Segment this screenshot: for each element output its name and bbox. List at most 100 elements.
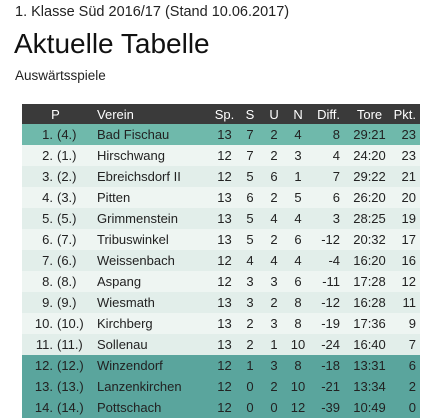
row-position: 4. (42, 190, 53, 205)
row-draw: 4 (270, 253, 278, 268)
header-diff: Diff. (317, 106, 341, 122)
row-won: 7 (246, 148, 254, 163)
row-goals: 10:49 (353, 400, 386, 415)
row-played: 13 (217, 211, 232, 226)
header-position: P (51, 106, 60, 122)
row-goal-diff: -12 (321, 295, 341, 310)
row-played: 12 (217, 358, 232, 373)
header-team: Verein (97, 106, 134, 122)
row-draw: 2 (270, 232, 278, 247)
table-row: 6. (7.) Tribuswinkel 13 5 2 6 -12 20:32 17 (22, 229, 421, 250)
row-played: 12 (217, 379, 232, 394)
row-goals: 17:36 (353, 316, 386, 331)
row-team-name: Hirschwang (97, 148, 165, 163)
row-points: 12 (401, 274, 417, 289)
row-played: 12 (217, 253, 232, 268)
table-row: 4. (3.) Pitten 13 6 2 5 6 26:20 20 (22, 187, 421, 208)
row-points: 19 (401, 211, 417, 226)
table-row: 12. (12.) Winzendorf 12 1 3 8 -18 13:31 6 (22, 355, 421, 376)
row-goal-diff: -4 (328, 253, 341, 268)
row-played: 13 (217, 337, 232, 352)
row-lost: 6 (294, 274, 302, 289)
row-previous-position: (10.) (57, 316, 84, 331)
row-won: 5 (246, 169, 254, 184)
table-row: 14. (14.) Pottschach 12 0 0 12 -39 10:49 0 (22, 397, 421, 418)
row-goal-diff: -11 (322, 274, 341, 289)
row-team-name: Grimmenstein (97, 211, 178, 226)
row-played: 12 (217, 274, 232, 289)
row-lost: 4 (294, 127, 302, 142)
competition-subtitle: 1. Klasse Süd 2016/17 (Stand 10.06.2017) (15, 4, 290, 20)
row-goals: 16:28 (353, 295, 386, 310)
table-row: 7. (6.) Weissenbach 12 4 4 4 -4 16:20 16 (22, 250, 421, 271)
row-team-name: Winzendorf (97, 358, 163, 373)
row-won: 0 (246, 400, 254, 415)
row-played: 12 (217, 148, 232, 163)
row-won: 5 (246, 211, 254, 226)
row-position: 2. (42, 148, 53, 163)
row-played: 12 (217, 169, 232, 184)
row-draw: 3 (270, 274, 278, 289)
row-won: 3 (246, 295, 254, 310)
row-draw: 6 (270, 169, 278, 184)
row-previous-position: (11.) (57, 337, 83, 352)
row-team-name: Lanzenkirchen (97, 379, 182, 394)
row-draw: 2 (270, 190, 278, 205)
row-goals: 29:21 (353, 127, 386, 142)
row-goal-diff: 4 (332, 148, 341, 163)
header-won: S (245, 106, 255, 122)
row-position: 1. (42, 127, 53, 142)
row-position: 3. (42, 169, 53, 184)
row-points: 21 (401, 169, 417, 184)
row-goal-diff: 8 (332, 127, 341, 142)
row-points: 23 (401, 127, 417, 142)
row-previous-position: (3.) (57, 190, 77, 205)
table-row: 2. (1.) Hirschwang 12 7 2 3 4 24:20 23 (22, 145, 421, 166)
row-position: 8. (42, 274, 53, 289)
header-goals: Tore (356, 106, 383, 122)
row-points: 17 (401, 232, 417, 247)
row-position: 12. (34, 358, 53, 373)
row-points: 2 (408, 379, 417, 394)
row-points: 7 (408, 337, 417, 352)
row-won: 7 (246, 127, 254, 142)
row-previous-position: (5.) (57, 211, 77, 226)
row-previous-position: (2.) (57, 169, 77, 184)
row-draw: 4 (270, 211, 278, 226)
section-label: Auswärtsspiele (15, 68, 106, 83)
row-lost: 12 (290, 400, 306, 415)
row-team-name: Wiesmath (97, 295, 155, 310)
row-goal-diff: 3 (332, 211, 341, 226)
row-played: 13 (217, 127, 232, 142)
row-goals: 16:40 (353, 337, 386, 352)
row-goal-diff: -39 (321, 400, 341, 415)
table-row: 1. (4.) Bad Fischau 13 7 2 4 8 29:21 23 (22, 124, 421, 145)
header-points: Pkt. (393, 106, 417, 122)
row-played: 13 (217, 190, 232, 205)
row-goals: 17:28 (353, 274, 386, 289)
row-lost: 4 (294, 211, 302, 226)
row-team-name: Pitten (97, 190, 131, 205)
row-won: 1 (246, 358, 254, 373)
row-points: 9 (408, 316, 417, 331)
row-draw: 2 (270, 127, 278, 142)
row-previous-position: (4.) (57, 127, 77, 142)
row-goals: 13:34 (353, 379, 386, 394)
row-team-name: Ebreichsdorf II (97, 169, 181, 184)
row-lost: 3 (294, 148, 302, 163)
row-draw: 0 (270, 400, 278, 415)
table-row: 3. (2.) Ebreichsdorf II 12 5 6 1 7 29:22 21 (22, 166, 421, 187)
row-previous-position: (6.) (57, 253, 77, 268)
row-played: 13 (217, 295, 232, 310)
table-row: 10. (10.) Kirchberg 13 2 3 8 -19 17:36 9 (22, 313, 421, 334)
standings-table: P Verein Sp. S U N Diff. Tore Pkt. 1. (4.… (22, 104, 421, 418)
row-goals: 29:22 (353, 169, 386, 184)
row-goal-diff: -12 (321, 232, 341, 247)
header-played: Sp. (214, 106, 235, 122)
table-row: 9. (9.) Wiesmath 13 3 2 8 -12 16:28 11 (22, 292, 421, 313)
row-played: 13 (217, 316, 232, 331)
row-goal-diff: -21 (321, 379, 341, 394)
table-header-row: P Verein Sp. S U N Diff. Tore Pkt. (22, 104, 421, 124)
row-goal-diff: -19 (321, 316, 341, 331)
row-goals: 28:25 (353, 211, 386, 226)
